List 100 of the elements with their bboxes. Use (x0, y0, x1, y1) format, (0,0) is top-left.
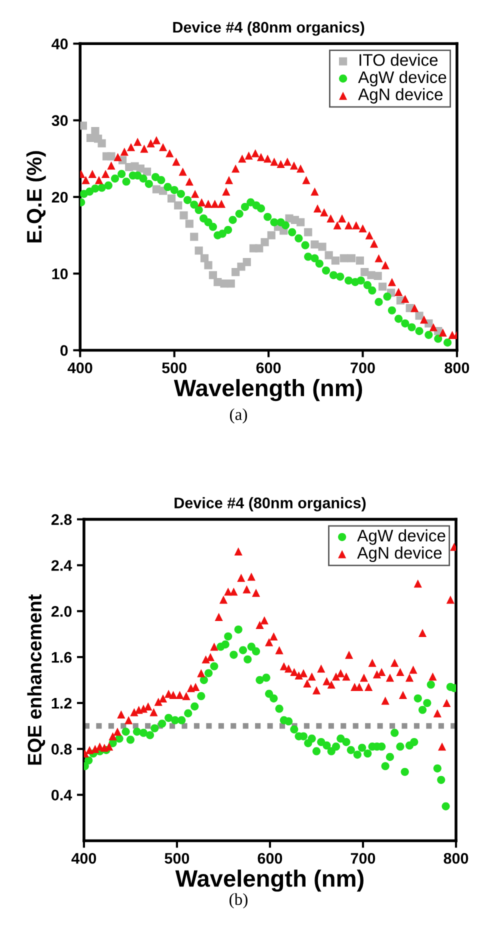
point (152, 136, 160, 144)
point (296, 218, 305, 226)
point (410, 304, 419, 312)
point (226, 280, 235, 288)
y-tick-label: 40 (52, 38, 68, 50)
x-axis-title: Wavelength (nm) (174, 379, 362, 402)
x-tick-label: 700 (350, 852, 376, 864)
point (166, 149, 174, 158)
y-tick-label: 2.8 (51, 514, 72, 525)
point (283, 158, 292, 166)
point (134, 138, 142, 146)
point (340, 254, 348, 262)
point (98, 139, 106, 148)
point (388, 278, 396, 286)
y-tick-label: 0 (60, 345, 68, 356)
legend-label: AgW device (357, 529, 446, 545)
point (415, 312, 424, 320)
legend-label: AgN device (357, 546, 442, 562)
x-tick-label: 700 (350, 362, 375, 374)
point (310, 240, 319, 249)
legend-label: ITO device (360, 54, 438, 66)
point (438, 328, 447, 337)
legend-label: AgN device (358, 88, 443, 104)
point (394, 288, 403, 296)
point (302, 176, 310, 184)
point (94, 176, 104, 184)
point (140, 144, 148, 153)
point (180, 211, 188, 220)
y-tick-label: 30 (52, 115, 68, 126)
point (198, 198, 206, 206)
point (107, 152, 116, 160)
point (91, 126, 100, 136)
point (338, 214, 346, 222)
point (194, 246, 203, 255)
point (365, 231, 374, 240)
point (244, 152, 253, 160)
point (242, 258, 251, 266)
point (102, 170, 110, 178)
point (88, 170, 96, 178)
x-tick-label: 800 (444, 852, 468, 864)
y-tick-label: 0.4 (52, 790, 72, 801)
x-tick-label: 400 (68, 362, 92, 374)
point (251, 149, 260, 158)
x-tick-label: 600 (256, 362, 281, 374)
point (370, 240, 378, 248)
x-tick-label: 500 (162, 362, 186, 374)
point (120, 148, 128, 156)
point (114, 153, 122, 162)
chart-title: Device #4 (80nm organics) (173, 21, 364, 36)
point (296, 164, 305, 173)
point (270, 158, 278, 166)
point (146, 139, 155, 148)
point (222, 188, 230, 196)
point (172, 158, 180, 166)
point (267, 231, 276, 240)
point (80, 122, 88, 130)
point (167, 194, 176, 203)
point (344, 221, 353, 230)
point (347, 254, 356, 262)
chart-title: Device #4 (80nm organics) (174, 497, 366, 512)
point (429, 323, 438, 332)
point (326, 214, 335, 222)
point (352, 221, 360, 230)
text: (b) (230, 893, 248, 908)
point (333, 221, 342, 230)
point (191, 190, 200, 198)
point (276, 160, 285, 168)
point (374, 254, 383, 262)
point (224, 176, 234, 184)
text: (a) (230, 408, 248, 424)
y-axis-title: EQE enhancement (27, 594, 46, 765)
point (185, 220, 194, 228)
point (310, 188, 319, 196)
x-tick-label: 800 (444, 362, 470, 374)
point (290, 161, 298, 170)
point (331, 256, 340, 265)
point (174, 201, 182, 210)
point (260, 238, 269, 246)
x-tick-label: 400 (71, 852, 96, 864)
point (185, 178, 194, 186)
x-tick-label: 600 (258, 852, 282, 864)
point (190, 232, 198, 241)
point (356, 256, 364, 265)
point (107, 161, 116, 170)
y-tick-label: 2.0 (51, 606, 72, 617)
point (238, 154, 246, 163)
y-tick-label: 1.6 (52, 652, 72, 663)
point (420, 316, 428, 324)
point (232, 164, 240, 173)
point (210, 200, 219, 208)
point (142, 168, 152, 176)
y-tick-label: 20 (52, 192, 68, 203)
point (324, 251, 333, 260)
y-tick-label: 1.2 (52, 698, 72, 709)
point (255, 244, 264, 252)
point (217, 200, 226, 208)
point (256, 153, 266, 162)
point (178, 168, 187, 176)
point (304, 228, 312, 236)
y-tick-label: 10 (52, 268, 68, 280)
